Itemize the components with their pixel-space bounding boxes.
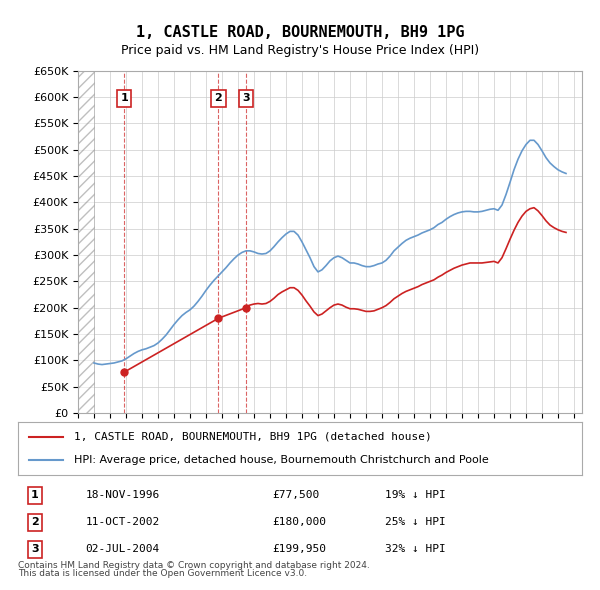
Text: 3: 3 — [31, 545, 39, 555]
Text: Contains HM Land Registry data © Crown copyright and database right 2024.: Contains HM Land Registry data © Crown c… — [18, 560, 370, 570]
Text: £199,950: £199,950 — [272, 545, 326, 555]
Bar — [78, 71, 94, 413]
Text: 02-JUL-2004: 02-JUL-2004 — [86, 545, 160, 555]
Text: 25% ↓ HPI: 25% ↓ HPI — [385, 517, 445, 527]
Text: 11-OCT-2002: 11-OCT-2002 — [86, 517, 160, 527]
Text: 2: 2 — [31, 517, 39, 527]
Text: HPI: Average price, detached house, Bournemouth Christchurch and Poole: HPI: Average price, detached house, Bour… — [74, 455, 489, 465]
Text: 1: 1 — [120, 93, 128, 103]
Text: £180,000: £180,000 — [272, 517, 326, 527]
Text: Price paid vs. HM Land Registry's House Price Index (HPI): Price paid vs. HM Land Registry's House … — [121, 44, 479, 57]
Text: 2: 2 — [215, 93, 223, 103]
Text: 32% ↓ HPI: 32% ↓ HPI — [385, 545, 445, 555]
Text: 19% ↓ HPI: 19% ↓ HPI — [385, 490, 445, 500]
Text: This data is licensed under the Open Government Licence v3.0.: This data is licensed under the Open Gov… — [18, 569, 307, 578]
Text: 1: 1 — [31, 490, 39, 500]
Text: 1, CASTLE ROAD, BOURNEMOUTH, BH9 1PG (detached house): 1, CASTLE ROAD, BOURNEMOUTH, BH9 1PG (de… — [74, 432, 432, 442]
Text: 18-NOV-1996: 18-NOV-1996 — [86, 490, 160, 500]
Text: 3: 3 — [242, 93, 250, 103]
Text: £77,500: £77,500 — [272, 490, 319, 500]
Text: 1, CASTLE ROAD, BOURNEMOUTH, BH9 1PG: 1, CASTLE ROAD, BOURNEMOUTH, BH9 1PG — [136, 25, 464, 40]
